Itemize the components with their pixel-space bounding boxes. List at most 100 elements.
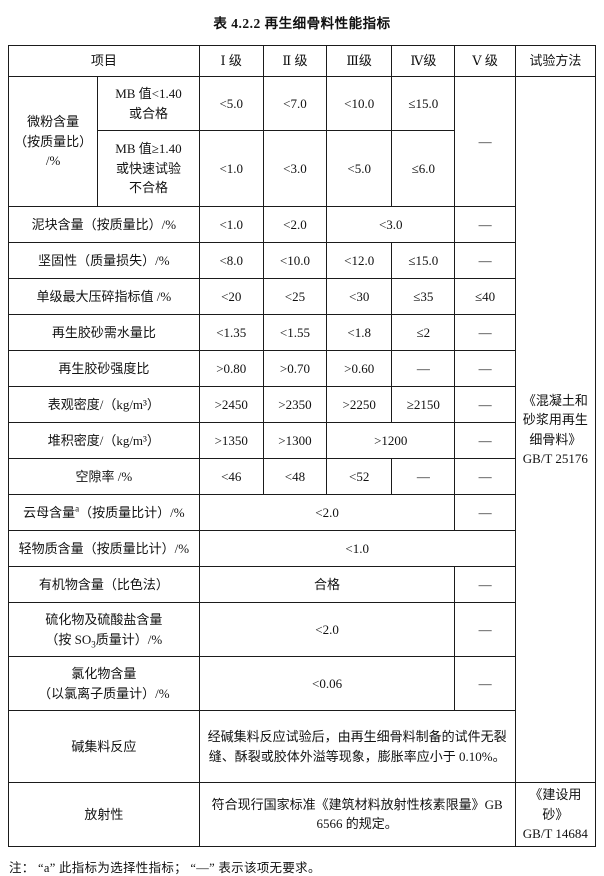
mica-label-unit: （按质量比计）/% <box>79 504 185 520</box>
cell-strength-g4: — <box>391 350 456 387</box>
row-apparent-density: 表观密度/（kg/m³） >2450 >2350 >2250 ≥2150 — <box>8 386 596 423</box>
cell-organic-g1-4: 合格 <box>198 566 456 603</box>
cell-water-g3: <1.8 <box>326 314 393 351</box>
cell-void-g5: — <box>454 458 516 495</box>
row-alkali: 碱集料反应 经碱集料反应试验后，由再生细骨料制备的试件无裂缝、酥裂或胶体外溢等现… <box>8 710 596 783</box>
cell-water-g2: <1.55 <box>262 314 328 351</box>
row-label-soundness: 坚固性（质量损失）/% <box>8 242 200 279</box>
header-grade-1: Ⅰ 级 <box>198 45 264 77</box>
sulfide-line2-pre: （按 SO <box>45 631 92 647</box>
row-label-strength: 再生胶砂强度比 <box>8 350 200 387</box>
cell-water-g4: ≤2 <box>391 314 456 351</box>
row-label-mica: 云母含量a（按质量比计）/% <box>8 494 200 531</box>
cell-fines-sub1-g3: <10.0 <box>326 76 393 131</box>
row-label-alkali: 碱集料反应 <box>8 710 200 783</box>
cell-fines-sub2-g4: ≤6.0 <box>391 130 456 207</box>
cell-alkali-g1-5: 经碱集料反应试验后，由再生细骨料制备的试件无裂缝、酥裂或胶体外溢等现象，膨胀率应… <box>198 710 516 783</box>
row-label-clay-lumps: 泥块含量（按质量比）/% <box>8 206 200 243</box>
cell-method-radioactivity: 《建设用砂》 GB/T 14684 <box>514 782 597 847</box>
cell-clay-g3-4: <3.0 <box>326 206 456 243</box>
sulfide-label-line2: （按 SO3质量计）/% <box>12 630 196 650</box>
row-organic: 有机物含量（比色法） 合格 — <box>8 566 596 603</box>
fines-sub1-condition: MB 值<1.40 或合格 <box>97 76 200 131</box>
cell-clay-g1: <1.0 <box>198 206 264 243</box>
row-label-chloride: 氯化物含量 （以氯离子质量计）/% <box>8 656 200 711</box>
cell-bulk-g5: — <box>454 422 516 459</box>
row-fines-sub1: 微粉含量 （按质量比） /% MB 值<1.40 或合格 <5.0 <7.0 <… <box>7 76 597 783</box>
row-soundness: 坚固性（质量损失）/% <8.0 <10.0 <12.0 ≤15.0 — <box>8 242 596 279</box>
cell-crushing-g2: <25 <box>262 278 328 315</box>
cell-apparent-g4: ≥2150 <box>391 386 456 423</box>
cell-fines-sub1-g4: ≤15.0 <box>391 76 456 131</box>
cell-mica-g5: — <box>454 494 516 531</box>
spec-table: 项目 Ⅰ 级 Ⅱ 级 Ⅲ级 Ⅳ级 Ⅴ 级 试验方法 微粉含量 （按质量比） /%… <box>7 45 597 847</box>
cell-fines-sub2-g3: <5.0 <box>326 130 393 207</box>
header-row: 项目 Ⅰ 级 Ⅱ 级 Ⅲ级 Ⅳ级 Ⅴ 级 试验方法 <box>8 45 597 77</box>
cell-void-g3: <52 <box>326 458 393 495</box>
fines-sub2-condition: MB 值≥1.40 或快速试验 不合格 <box>97 130 200 207</box>
cell-soundness-g5: — <box>454 242 516 279</box>
cell-radioactivity-g1-5: 符合现行国家标准《建筑材料放射性核素限量》GB 6566 的规定。 <box>198 782 516 847</box>
cell-method-main: 《混凝土和砂浆用再生细骨料》GB/T 25176 <box>514 76 597 783</box>
row-label-light-matter: 轻物质含量（按质量比计）/% <box>8 530 200 567</box>
cell-void-g1: <46 <box>198 458 264 495</box>
cell-mica-g1-4: <2.0 <box>198 494 456 531</box>
cell-void-g4: — <box>391 458 456 495</box>
mica-superscript-a: a <box>75 503 80 514</box>
header-grade-3: Ⅲ级 <box>326 45 393 77</box>
cell-soundness-g3: <12.0 <box>326 242 393 279</box>
header-item: 项目 <box>8 45 200 77</box>
row-label-bulk-density: 堆积密度/（kg/m³） <box>8 422 200 459</box>
cell-chloride-g5: — <box>454 656 516 711</box>
cell-sulfide-g1-4: <2.0 <box>198 602 456 657</box>
row-label-crushing: 单级最大压碎指标值 /% <box>8 278 200 315</box>
cell-crushing-g3: <30 <box>326 278 393 315</box>
cell-apparent-g3: >2250 <box>326 386 393 423</box>
cell-water-g5: — <box>454 314 516 351</box>
row-bulk-density: 堆积密度/（kg/m³） >1350 >1300 >1200 — <box>8 422 596 459</box>
row-crushing: 单级最大压碎指标值 /% <20 <25 <30 ≤35 ≤40 <box>8 278 596 315</box>
row-radioactivity: 放射性 符合现行国家标准《建筑材料放射性核素限量》GB 6566 的规定。 《建… <box>8 782 597 847</box>
row-label-radioactivity: 放射性 <box>8 782 200 847</box>
cell-apparent-g5: — <box>454 386 516 423</box>
cell-strength-g5: — <box>454 350 516 387</box>
cell-fines-sub1-g2: <7.0 <box>262 76 328 131</box>
sulfide-subscript-3: 3 <box>91 639 96 650</box>
row-fines-sub2: MB 值≥1.40 或快速试验 不合格 <1.0 <3.0 <5.0 ≤6.0 <box>9 130 596 207</box>
cell-apparent-g1: >2450 <box>198 386 264 423</box>
row-label-organic: 有机物含量（比色法） <box>8 566 200 603</box>
sulfide-line2-post: 质量计）/% <box>95 631 163 647</box>
row-clay-lumps: 泥块含量（按质量比）/% <1.0 <2.0 <3.0 — <box>8 206 596 243</box>
row-light-matter: 轻物质含量（按质量比计）/% <1.0 <box>8 530 596 567</box>
cell-bulk-g2: >1300 <box>262 422 328 459</box>
cell-fines-g5: — <box>454 76 516 207</box>
cell-apparent-g2: >2350 <box>262 386 328 423</box>
cell-light-g1-5: <1.0 <box>198 530 516 567</box>
cell-fines-sub2-g2: <3.0 <box>262 130 328 207</box>
sulfide-label-line1: 硫化物及硫酸盐含量 <box>45 612 163 627</box>
cell-crushing-g1: <20 <box>198 278 264 315</box>
row-water-demand: 再生胶砂需水量比 <1.35 <1.55 <1.8 ≤2 — <box>8 314 596 351</box>
cell-bulk-g1: >1350 <box>198 422 264 459</box>
row-mica: 云母含量a（按质量比计）/% <2.0 — <box>8 494 596 531</box>
footnote: 注： “a” 此指标为选择性指标； “—” 表示该项无要求。 <box>9 860 321 875</box>
header-method: 试验方法 <box>514 45 597 77</box>
cell-strength-g3: >0.60 <box>326 350 393 387</box>
cell-chloride-g1-4: <0.06 <box>198 656 456 711</box>
cell-crushing-g4: ≤35 <box>391 278 456 315</box>
row-chloride: 氯化物含量 （以氯离子质量计）/% <0.06 — <box>8 656 596 711</box>
row-void-ratio: 空隙率 /% <46 <48 <52 — — <box>8 458 596 495</box>
cell-soundness-g1: <8.0 <box>198 242 264 279</box>
cell-bulk-g3-4: >1200 <box>326 422 456 459</box>
cell-clay-g5: — <box>454 206 516 243</box>
cell-crushing-g5: ≤40 <box>454 278 516 315</box>
row-label-sulfide: 硫化物及硫酸盐含量 （按 SO3质量计）/% <box>8 602 200 657</box>
row-label-apparent-density: 表观密度/（kg/m³） <box>8 386 200 423</box>
cell-soundness-g2: <10.0 <box>262 242 328 279</box>
cell-strength-g1: >0.80 <box>198 350 264 387</box>
header-grade-5: Ⅴ 级 <box>454 45 516 77</box>
cell-void-g2: <48 <box>262 458 328 495</box>
row-label-water-demand: 再生胶砂需水量比 <box>8 314 200 351</box>
cell-water-g1: <1.35 <box>198 314 264 351</box>
row-label-void-ratio: 空隙率 /% <box>8 458 200 495</box>
